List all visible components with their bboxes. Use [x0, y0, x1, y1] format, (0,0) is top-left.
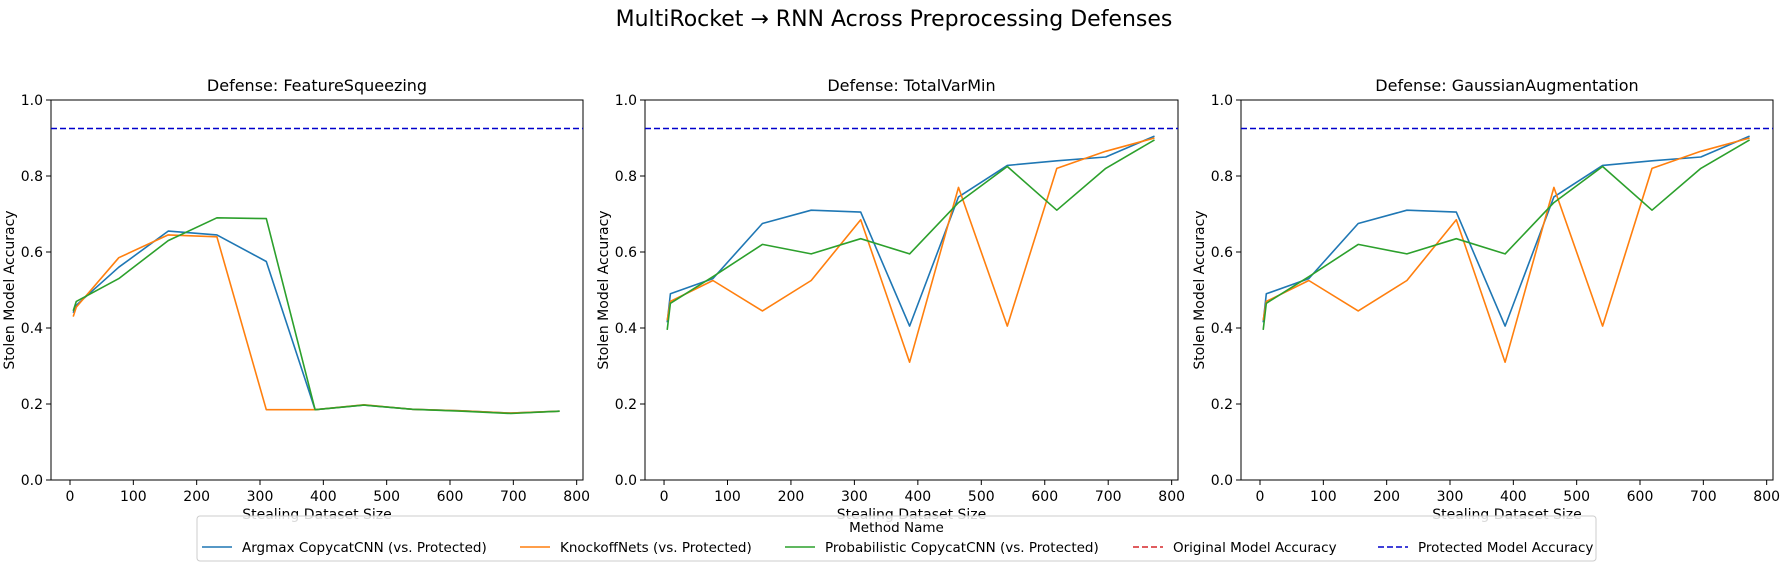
x-tick-label: 600	[1031, 489, 1058, 505]
y-tick-label: 0.2	[1211, 397, 1233, 413]
y-axis-label: Stolen Model Accuracy	[1192, 210, 1208, 369]
legend-label: Probabilistic CopycatCNN (vs. Protected)	[825, 540, 1099, 556]
legend: Method Name Argmax CopycatCNN (vs. Protec…	[196, 515, 1597, 562]
panels: Defense: FeatureSqueezing 0 100 200 300 400 50…	[2, 76, 1780, 523]
legend-entry: Original Model Accuracy	[1133, 540, 1337, 556]
y-tick-label: 0.6	[21, 245, 43, 261]
series-line-knockoffnets-vs-protected	[72, 234, 560, 414]
x-tick-label: 100	[1310, 489, 1337, 505]
x-tick-label: 200	[1373, 489, 1400, 505]
y-tick-label: 0.6	[615, 245, 637, 261]
x-tick-label: 800	[1158, 489, 1185, 505]
series-line-knockoffnets-vs-protected	[666, 137, 1155, 364]
y-tick-label: 0.8	[1211, 169, 1233, 185]
y-tick-label: 1.0	[1211, 93, 1233, 109]
series-line-probabilistic-copycatcnn-vs-protected	[72, 217, 560, 415]
x-tick-label: 0	[660, 489, 669, 505]
x-tick-label: 600	[437, 489, 464, 505]
x-tick-label: 0	[1256, 489, 1265, 505]
series-line-probabilistic-copycatcnn-vs-protected	[1262, 139, 1751, 330]
legend-entry: Argmax CopycatCNN (vs. Protected)	[202, 540, 487, 556]
legend-label: KnockoffNets (vs. Protected)	[560, 540, 752, 556]
y-tick-label: 0.6	[1211, 245, 1233, 261]
x-tick-label: 600	[1627, 489, 1654, 505]
plot-frame	[644, 99, 1179, 481]
subplot-title: Defense: GaussianAugmentation	[1375, 76, 1638, 95]
x-tick-label: 700	[1095, 489, 1122, 505]
plot-frame	[50, 99, 584, 481]
legend-box	[196, 515, 1597, 562]
series-line-knockoffnets-vs-protected	[1262, 137, 1750, 364]
y-tick-label: 1.0	[615, 93, 637, 109]
subplot-title: Defense: TotalVarMin	[827, 76, 995, 95]
x-tick-label: 400	[904, 489, 931, 505]
legend-label: Original Model Accuracy	[1173, 540, 1337, 556]
x-tick-label: 700	[1690, 489, 1717, 505]
y-tick-label: 0.0	[615, 473, 637, 489]
x-tick-label: 500	[968, 489, 995, 505]
x-tick-label: 200	[183, 489, 210, 505]
y-tick-label: 0.4	[615, 321, 637, 337]
y-tick-label: 1.0	[21, 93, 43, 109]
y-tick-label: 0.2	[615, 397, 637, 413]
y-tick-label: 0.0	[1211, 473, 1233, 489]
x-tick-label: 0	[66, 489, 75, 505]
series-line-probabilistic-copycatcnn-vs-protected	[666, 139, 1155, 330]
y-tick-label: 0.8	[615, 169, 637, 185]
y-axis-label: Stolen Model Accuracy	[2, 210, 18, 369]
subplot-3: Defense: GaussianAugmentation 0 100 200 300 4…	[1192, 76, 1780, 523]
figure-suptitle: MultiRocket → RNN Across Preprocessing D…	[616, 7, 1173, 32]
legend-title: Method Name	[849, 520, 944, 536]
subplot-2: Defense: TotalVarMin 0 100 200 300 400 500 600 7…	[596, 76, 1185, 523]
x-tick-label: 800	[563, 489, 590, 505]
y-tick-label: 0.4	[1211, 321, 1233, 337]
legend-entry: Protected Model Accuracy	[1378, 540, 1593, 556]
x-tick-label: 500	[373, 489, 400, 505]
legend-entry: Probabilistic CopycatCNN (vs. Protected)	[785, 540, 1099, 556]
x-tick-label: 100	[714, 489, 741, 505]
subplot-title: Defense: FeatureSqueezing	[207, 76, 427, 95]
x-tick-label: 200	[778, 489, 805, 505]
legend-label: Argmax CopycatCNN (vs. Protected)	[242, 540, 487, 556]
x-tick-label: 300	[1437, 489, 1464, 505]
y-tick-label: 0.2	[21, 397, 43, 413]
x-tick-label: 300	[247, 489, 274, 505]
x-tick-label: 300	[841, 489, 868, 505]
x-tick-label: 100	[120, 489, 147, 505]
x-tick-label: 700	[500, 489, 527, 505]
y-tick-label: 0.4	[21, 321, 43, 337]
legend-entry: KnockoffNets (vs. Protected)	[520, 540, 752, 556]
subplot-1: Defense: FeatureSqueezing 0 100 200 300 400 50…	[2, 76, 590, 523]
plot-frame	[1240, 99, 1774, 481]
x-tick-label: 500	[1563, 489, 1590, 505]
y-tick-label: 0.0	[21, 473, 43, 489]
x-tick-label: 400	[310, 489, 337, 505]
legend-label: Protected Model Accuracy	[1418, 540, 1593, 556]
y-tick-label: 0.8	[21, 169, 43, 185]
x-tick-label: 400	[1500, 489, 1527, 505]
x-tick-label: 800	[1753, 489, 1780, 505]
y-axis-label: Stolen Model Accuracy	[596, 210, 612, 369]
